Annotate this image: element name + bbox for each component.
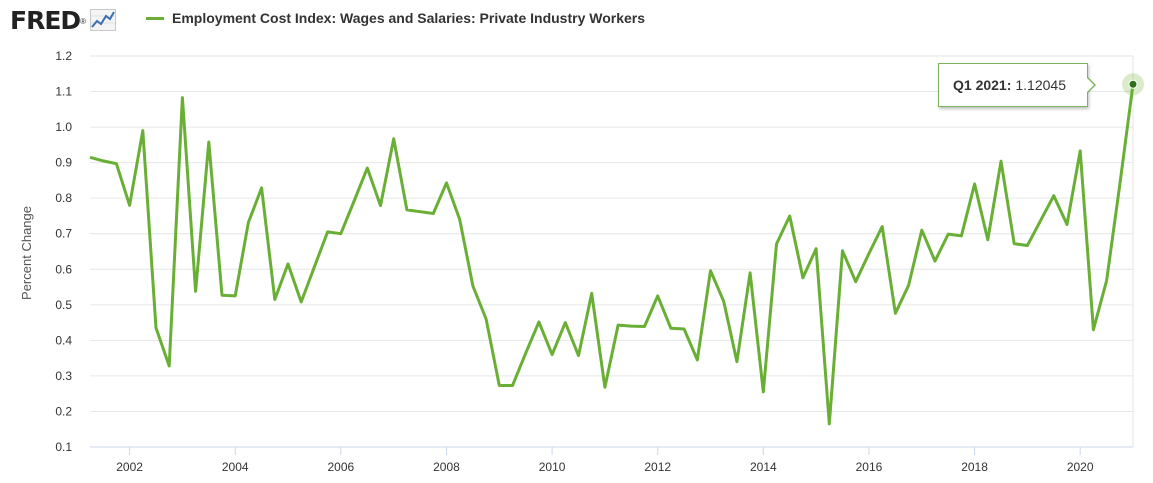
- y-tick-label: 0.2: [55, 404, 72, 418]
- y-tick-label: 1.1: [55, 85, 72, 99]
- tooltip-value: 1.12045: [1015, 77, 1066, 93]
- legend-swatch: [146, 16, 164, 20]
- y-tick-label: 1.0: [55, 120, 72, 134]
- series-group: [89, 73, 1144, 426]
- y-tick-label: 0.9: [55, 156, 72, 170]
- y-tick-label: 0.1: [55, 440, 72, 454]
- y-tick-label: 0.3: [55, 369, 72, 383]
- data-point-highlight[interactable]: [1128, 79, 1138, 89]
- x-tick-label: 2016: [856, 460, 883, 474]
- y-axis-ticks: 0.1 0.2 0.3 0.4 0.5 0.6 0.7 0.8 0.9 1.0 1.1 1.2: [55, 49, 72, 454]
- y-tick-label: 1.2: [55, 49, 72, 63]
- y-axis-label: Percent Change: [19, 206, 34, 300]
- legend-label: Employment Cost Index: Wages and Salarie…: [172, 10, 646, 26]
- gridlines: [90, 55, 1134, 448]
- y-tick-label: 0.5: [55, 298, 72, 312]
- hover-tooltip: Q1 2021: 1.12045: [938, 63, 1088, 107]
- x-axis: 2002 2004 2006 2008 2010 2012 2014 2016 2018 2020: [116, 447, 1094, 474]
- x-tick-label: 2014: [750, 460, 777, 474]
- x-tick-label: 2006: [327, 460, 354, 474]
- x-tick-label: 2002: [116, 460, 143, 474]
- y-tick-label: 0.8: [55, 191, 72, 205]
- y-tick-label: 0.4: [55, 333, 72, 347]
- chart-header: FRED ® Employment Cost Index: Wages and …: [0, 0, 1153, 40]
- x-tick-label: 2018: [961, 460, 988, 474]
- x-tick-label: 2012: [644, 460, 671, 474]
- logo-registered-mark: ®: [80, 16, 87, 26]
- logo-text: FRED: [10, 5, 81, 35]
- x-tick-label: 2008: [433, 460, 460, 474]
- x-tick-label: 2020: [1067, 460, 1094, 474]
- tooltip-arrow-inner: [1087, 78, 1094, 92]
- line-graph-icon: [90, 9, 117, 31]
- x-tick-label: 2010: [539, 460, 566, 474]
- series-line[interactable]: [89, 84, 1135, 426]
- y-tick-label: 0.7: [55, 227, 72, 241]
- fred-logo[interactable]: FRED ®: [10, 4, 117, 36]
- tooltip-date: Q1 2021:: [953, 77, 1012, 93]
- y-tick-label: 0.6: [55, 262, 72, 276]
- x-tick-label: 2004: [222, 460, 249, 474]
- legend[interactable]: Employment Cost Index: Wages and Salarie…: [146, 10, 645, 26]
